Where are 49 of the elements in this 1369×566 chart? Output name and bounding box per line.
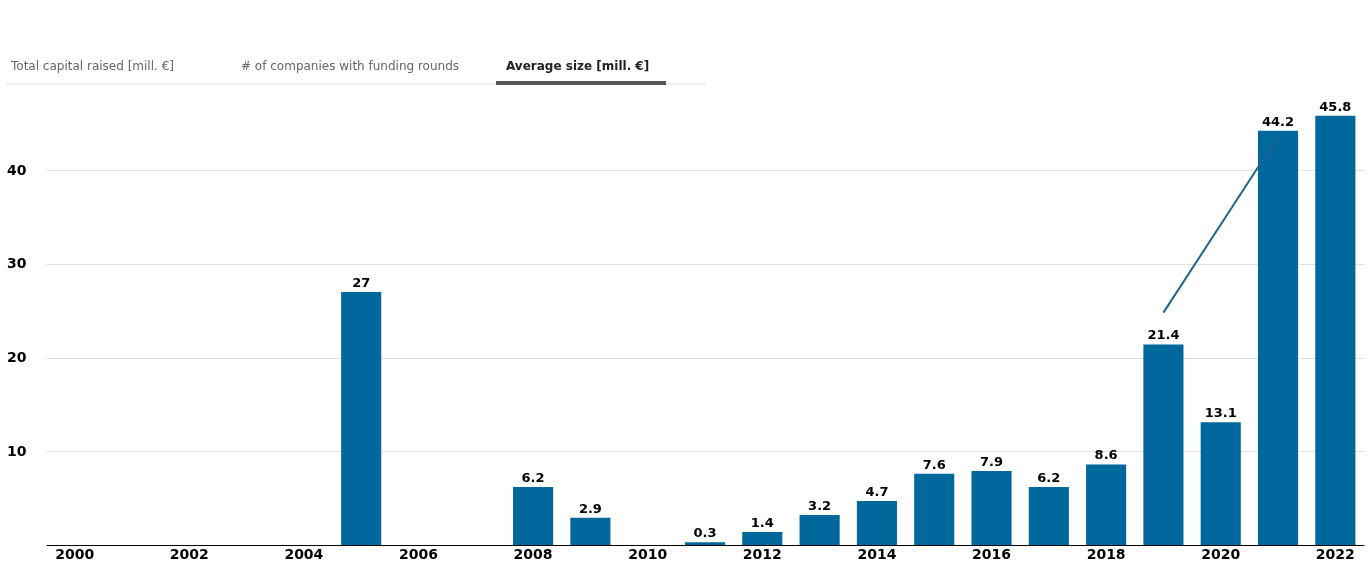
bar xyxy=(1143,344,1184,545)
data-label: 3.2 xyxy=(808,498,832,514)
bar xyxy=(1257,130,1299,545)
data-label: 8.6 xyxy=(1094,447,1118,463)
data-label: 4.7 xyxy=(865,483,889,499)
x-tick-label: 2006 xyxy=(398,545,438,562)
bar xyxy=(1200,422,1241,545)
data-label: 13.1 xyxy=(1204,405,1237,421)
x-tick-label: 2012 xyxy=(742,545,782,562)
bar xyxy=(684,542,726,545)
bar xyxy=(799,515,840,545)
data-label: 6.2 xyxy=(1037,469,1061,485)
data-label: 1.4 xyxy=(750,514,774,530)
data-label: 0.3 xyxy=(693,525,717,541)
data-label: 2.9 xyxy=(578,500,602,516)
bar xyxy=(742,531,783,545)
x-tick-label: 2020 xyxy=(1201,545,1241,562)
bar xyxy=(971,470,1012,545)
bar xyxy=(513,486,554,545)
x-tick-label: 2022 xyxy=(1315,545,1355,562)
bar xyxy=(856,500,897,545)
x-tick-label: 2018 xyxy=(1086,545,1126,562)
x-tick-label: 2008 xyxy=(513,545,553,562)
x-tick-label: 2002 xyxy=(169,545,209,562)
bar xyxy=(1086,464,1127,545)
x-tick-label: 2004 xyxy=(284,545,324,562)
bar xyxy=(1315,115,1356,545)
data-label: 27 xyxy=(352,275,371,291)
bar xyxy=(570,517,611,545)
y-tick-label: 10 xyxy=(7,442,27,459)
y-tick-label: 40 xyxy=(7,161,27,178)
data-label: 7.6 xyxy=(922,456,946,472)
data-label: 44.2 xyxy=(1262,113,1295,129)
bar xyxy=(341,292,382,545)
data-label: 6.2 xyxy=(521,469,545,485)
x-tick-label: 2010 xyxy=(628,545,668,562)
text: # of companies with funding rounds xyxy=(241,59,460,73)
data-label: 7.9 xyxy=(980,453,1004,469)
bar xyxy=(1028,486,1069,545)
text: Average size [mill. €] xyxy=(506,59,650,73)
y-tick-label: 30 xyxy=(7,255,27,272)
bar xyxy=(914,473,955,545)
x-tick-label: 2016 xyxy=(972,545,1012,562)
data-label: 21.4 xyxy=(1147,327,1180,343)
data-label: 45.8 xyxy=(1319,98,1352,114)
x-tick-label: 2000 xyxy=(55,545,95,562)
y-tick-label: 20 xyxy=(7,349,27,366)
text: Total capital raised [mill. €] xyxy=(10,59,174,73)
x-tick-label: 2014 xyxy=(857,545,897,562)
